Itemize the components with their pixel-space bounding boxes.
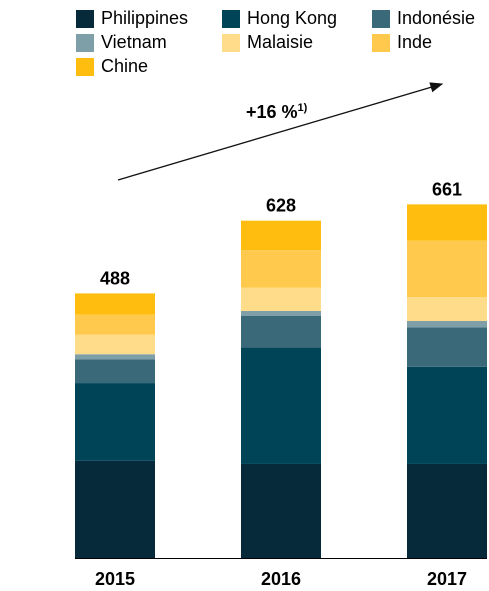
legend-label: Indonésie — [397, 8, 476, 28]
bar-segment-hong-kong-2017 — [407, 366, 487, 464]
category-label-2016: 2016 — [261, 569, 301, 589]
legend-swatch — [76, 9, 94, 28]
bar-segment-inde-2017 — [407, 240, 487, 298]
bar-segment-inde-2016 — [241, 250, 321, 288]
bar-segment-indonesie-2016 — [241, 315, 321, 348]
legend-swatch — [76, 33, 94, 52]
bar-segment-hong-kong-2015 — [75, 383, 155, 461]
growth-arrow — [117, 82, 444, 181]
category-label-2015: 2015 — [95, 569, 135, 589]
bar-segment-hong-kong-2016 — [241, 347, 321, 464]
total-label-2016: 628 — [266, 196, 296, 216]
legend-item-indonesie: Indonésie — [372, 8, 475, 29]
legend-label: Malaisie — [247, 32, 314, 52]
legend-item-chine: Chine — [76, 56, 148, 77]
bar-segment-vietnam-2015 — [75, 354, 155, 360]
legend-swatch — [222, 33, 240, 52]
legend-item-malaisie: Malaisie — [222, 32, 313, 53]
bar-segment-inde-2015 — [75, 314, 155, 335]
growth-label: +16 %1) — [246, 102, 308, 122]
legend-label: Vietnam — [101, 32, 167, 52]
bar-segment-philippines-2016 — [241, 463, 321, 558]
legend-item-philippines: Philippines — [76, 8, 188, 29]
bar-segment-philippines-2017 — [407, 463, 487, 558]
legend-swatch — [222, 9, 240, 28]
legend-swatch — [372, 9, 390, 28]
legend-item-hong-kong: Hong Kong — [222, 8, 337, 29]
bar-segment-malaisie-2015 — [75, 334, 155, 355]
bar-segment-indonesie-2017 — [407, 327, 487, 367]
bar-segment-chine-2017 — [407, 204, 487, 241]
bar-segment-malaisie-2017 — [407, 297, 487, 321]
bar-segment-chine-2016 — [241, 220, 321, 251]
legend-swatch — [76, 57, 94, 76]
growth-annotation: +16 %1) — [117, 82, 444, 181]
legend-swatch — [372, 33, 390, 52]
bars — [75, 204, 487, 559]
legend-item-vietnam: Vietnam — [76, 32, 167, 53]
bar-segment-vietnam-2016 — [241, 310, 321, 316]
legend-label: Chine — [101, 56, 149, 76]
bar-segment-malaisie-2016 — [241, 287, 321, 311]
bar-segment-indonesie-2015 — [75, 359, 155, 384]
legend-label: Hong Kong — [247, 8, 338, 28]
total-label-2015: 488 — [100, 268, 130, 288]
bar-segment-chine-2015 — [75, 293, 155, 315]
bar-segment-philippines-2015 — [75, 460, 155, 558]
bar-segment-vietnam-2017 — [407, 320, 487, 328]
legend-label: Inde — [397, 32, 433, 52]
legend-item-inde: Inde — [372, 32, 432, 53]
category-label-2017: 2017 — [427, 569, 467, 589]
total-label-2017: 661 — [432, 179, 462, 199]
legend-label: Philippines — [101, 8, 189, 28]
labels: 488 2015 628 2016 661 2017 — [95, 179, 467, 589]
